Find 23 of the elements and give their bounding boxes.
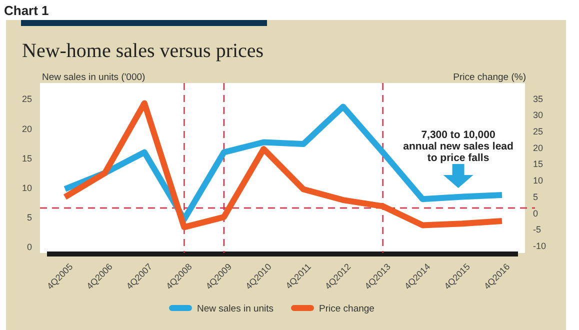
y-tick-label: 0 [26, 242, 32, 252]
y2-axis-title: Price change (%) [453, 72, 526, 83]
y2-tick-label: -10 [533, 240, 546, 251]
y2-tick-label: 15 [533, 159, 544, 170]
y2-tick-label: 5 [533, 192, 538, 202]
y-tick-label: 15 [22, 153, 32, 164]
y-tick-label: 10 [22, 182, 32, 193]
y2-tick-label: 10 [533, 176, 544, 186]
legend-label: Price change [319, 303, 374, 314]
y-tick-label: 5 [26, 212, 32, 223]
annotation: 7,300 to 10,000 annual new sales lead to price falls [403, 129, 514, 164]
y2-tick-label: 25 [533, 126, 544, 137]
y-tick-label: 20 [22, 124, 32, 134]
y2-tick-label: 30 [533, 110, 544, 120]
caption: Chart 1 [4, 3, 49, 18]
y2-tick-label: 35 [533, 94, 544, 104]
y2-tick-label: 20 [533, 142, 544, 153]
chart-title: New-home sales versus prices [22, 40, 264, 62]
y2-tick-label: 0 [533, 208, 538, 218]
y2-tick-label: -5 [533, 224, 542, 235]
y-tick-label: 25 [22, 94, 32, 104]
legend-label: New sales in units [197, 303, 274, 314]
y-axis-title: New sales in units ('000) [42, 72, 146, 83]
